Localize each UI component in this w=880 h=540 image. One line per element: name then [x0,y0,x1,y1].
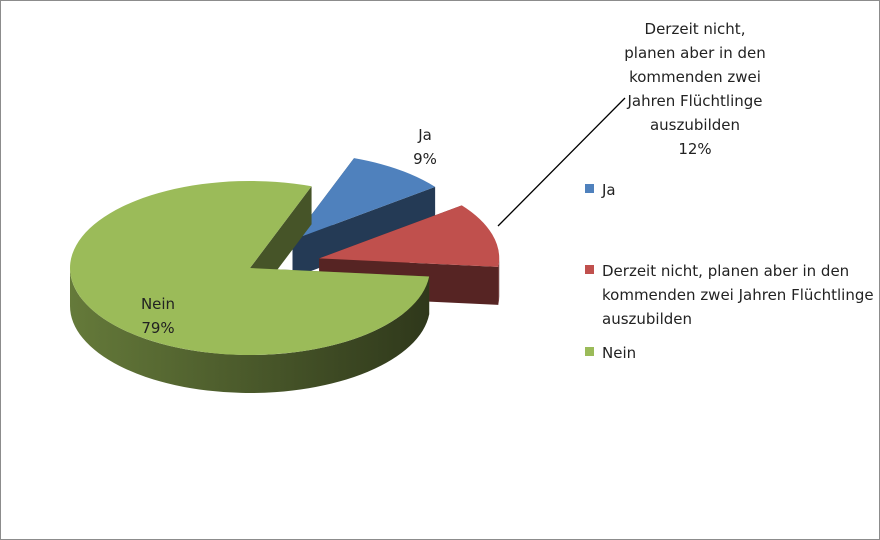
data-label-name: Ja [417,126,432,144]
legend-label: Ja [601,181,616,199]
slice-side [69,268,430,394]
legend-label: Derzeit nicht, planen aber in den kommend… [602,262,874,328]
legend-swatch [585,184,594,193]
data-label-value: 12% [678,140,711,158]
slice-top [292,158,436,240]
data-label-value: 9% [413,150,437,168]
legend-swatch [585,347,594,356]
data-label-name: Nein [141,295,175,313]
slice-top [319,205,500,267]
leader-line [497,97,626,227]
data-label-name: Derzeit nicht, planen aber in den kommende… [624,20,765,134]
slice-top [70,181,430,355]
pie-slice [69,181,430,394]
slice-side [498,258,500,305]
legend-label: Nein [602,344,636,362]
legend-swatch [585,265,594,274]
data-label-value: 79% [141,319,174,337]
